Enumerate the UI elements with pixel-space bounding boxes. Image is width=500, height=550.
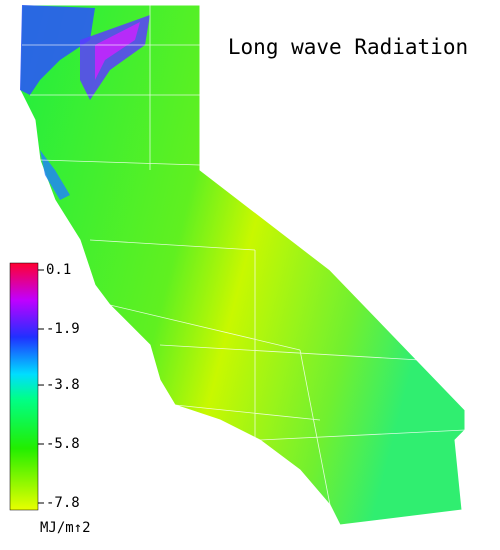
- county-lines: [22, 5, 466, 506]
- state-shape: [19, 4, 466, 526]
- colorbar-tick-label: 0.1: [46, 262, 71, 278]
- coast-patch: [40, 150, 70, 200]
- colorbar-tick-label: -5.8: [46, 436, 80, 452]
- colorbar: [9, 262, 39, 511]
- north-coast-region: [20, 5, 95, 95]
- colorbar-tick-label: -3.8: [46, 377, 80, 393]
- colorbar-tick-label: -1.9: [46, 321, 80, 337]
- map-title: Long wave Radiation: [228, 35, 468, 59]
- mountain-peaks: [95, 22, 140, 80]
- california: [19, 4, 466, 526]
- colorbar-unit: MJ/m↑2: [40, 520, 91, 536]
- colorbar-tick-label: -7.8: [46, 495, 80, 511]
